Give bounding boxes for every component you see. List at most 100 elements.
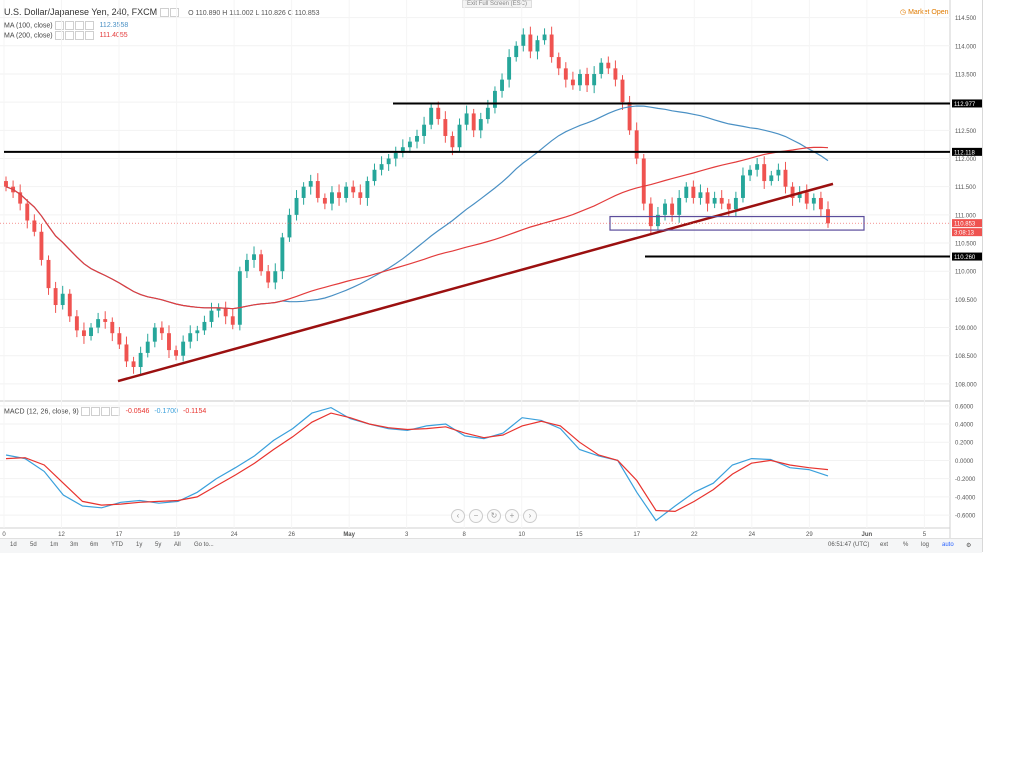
macd-close-icon[interactable] — [100, 407, 110, 416]
time-tick-label: 5 — [923, 532, 927, 538]
time-tick-label: 12 — [58, 532, 65, 538]
candle-body — [18, 192, 23, 204]
reset-button[interactable]: ↻ — [487, 509, 501, 523]
ext-toggle[interactable]: ext — [880, 542, 889, 548]
candle-body — [741, 175, 745, 198]
tf-ytd[interactable]: YTD — [111, 542, 123, 548]
time-tick-label: 29 — [806, 532, 813, 538]
exit-fullscreen-button[interactable]: Exit Full Screen (ESC) — [462, 0, 533, 8]
candle-body — [67, 293, 72, 317]
price-chart[interactable]: 114.500114.000113.500113.000112.500112.0… — [0, 0, 982, 540]
candle-body — [776, 169, 781, 176]
ma100-eye-icon[interactable] — [54, 21, 64, 30]
price-tick-label: 114.000 — [955, 44, 977, 50]
candle-body — [769, 175, 774, 182]
level-high-tag-bg — [952, 99, 982, 108]
ma200-close-icon[interactable] — [74, 31, 84, 40]
candle-body — [110, 321, 115, 334]
ma100-label[interactable]: MA (100, close) — [4, 22, 53, 30]
ma100-settings-icon[interactable] — [64, 21, 74, 30]
candle-body — [471, 113, 476, 131]
candle-body — [613, 68, 618, 80]
macd-eye-icon[interactable] — [80, 407, 90, 416]
candle-body — [719, 197, 724, 204]
scroll-left-button[interactable]: ‹ — [451, 509, 465, 523]
go-to-button[interactable]: Go to... — [194, 542, 214, 548]
legend-settings-icon[interactable] — [159, 8, 169, 18]
ohlc-values: O 110.890 H 111.002 L 110.826 C 110.853 — [188, 10, 320, 17]
ma200-value: 111.4055 — [99, 32, 128, 40]
candle-body — [344, 186, 349, 198]
time-tick-label: Jun — [862, 532, 873, 538]
candle-body — [627, 102, 632, 131]
price-tick-label: 113.500 — [955, 72, 977, 78]
ma200-more-icon[interactable] — [84, 31, 94, 40]
zoom-out-button[interactable]: − — [469, 509, 483, 523]
tf-1y[interactable]: 1y — [136, 542, 143, 548]
log-toggle[interactable]: log — [921, 542, 930, 548]
time-tick-label: 17 — [633, 532, 640, 538]
legend-close-icon[interactable] — [169, 8, 179, 18]
candle-body — [280, 237, 285, 272]
tf-1d[interactable]: 1d — [10, 542, 17, 548]
price-tick-label: 111.500 — [955, 185, 976, 191]
time-tick-label: 10 — [518, 532, 525, 538]
candle-body — [195, 330, 200, 334]
percent-toggle[interactable]: % — [903, 542, 909, 548]
candle-body — [96, 319, 101, 328]
candle-body — [818, 197, 823, 210]
candle-body — [131, 361, 136, 368]
candle-body — [521, 34, 526, 46]
candle-body — [89, 327, 93, 337]
ma200-label[interactable]: MA (200, close) — [4, 32, 53, 40]
candle-body — [648, 203, 653, 227]
utc-time[interactable]: 06:51:47 (UTC) — [828, 542, 870, 548]
candle-body — [478, 119, 483, 131]
level-mid-tag-bg — [952, 147, 982, 156]
candle-body — [167, 333, 171, 351]
tf-all[interactable]: All — [174, 542, 181, 548]
candle-body — [528, 34, 533, 52]
ma100-more-icon[interactable] — [84, 21, 94, 30]
candle-body — [138, 352, 143, 368]
macd-settings-icon[interactable] — [90, 407, 100, 416]
tf-5d[interactable]: 5d — [30, 542, 37, 548]
candle-body — [804, 192, 809, 204]
last-price-tag: 110.853 — [954, 222, 976, 228]
time-tick-label: 22 — [691, 532, 698, 538]
price-tick-label: 110.500 — [955, 242, 977, 248]
candle-body — [308, 181, 313, 187]
price-tick-label: 112.000 — [955, 157, 977, 163]
tf-3m[interactable]: 3m — [70, 542, 79, 548]
ma100-close-icon[interactable] — [74, 21, 84, 30]
scroll-right-button[interactable]: › — [523, 509, 537, 523]
candle-body — [294, 197, 299, 215]
ma200-settings-icon[interactable] — [64, 31, 74, 40]
zoom-in-button[interactable]: + — [505, 509, 519, 523]
candle-body — [726, 203, 731, 210]
tf-6m[interactable]: 6m — [90, 542, 99, 548]
candle-body — [457, 124, 462, 148]
candle-body — [39, 231, 44, 260]
candle-body — [641, 158, 646, 204]
macd-label[interactable]: MACD (12, 26, close, 9) — [4, 408, 79, 416]
macd-line — [5, 406, 829, 522]
symbol-title[interactable]: U.S. Dollar/Japanese Yen, 240, FXCM — [4, 7, 158, 17]
tf-5y[interactable]: 5y — [155, 542, 162, 548]
candle-body — [570, 79, 575, 86]
macd-tick-label: -0.6000 — [955, 514, 976, 520]
chart-area[interactable]: U.S. Dollar/Japanese Yen, 240, FXCM O 11… — [0, 0, 983, 553]
auto-toggle[interactable]: auto — [942, 542, 954, 548]
candle-body — [287, 214, 292, 238]
candle-body — [259, 254, 264, 272]
gear-icon[interactable]: ⚙ — [966, 543, 972, 549]
candle-body — [599, 62, 604, 74]
time-tick-label: 24 — [231, 532, 238, 538]
time-tick-label: 19 — [173, 532, 180, 538]
tf-1m[interactable]: 1m — [50, 542, 59, 548]
candle-body — [159, 327, 164, 334]
ma200-legend: MA (200, close) 111.4055 — [4, 31, 128, 40]
ma100-legend: MA (100, close) 112.3558 — [4, 21, 128, 30]
time-tick-label: 26 — [288, 532, 295, 538]
ma200-eye-icon[interactable] — [54, 31, 64, 40]
